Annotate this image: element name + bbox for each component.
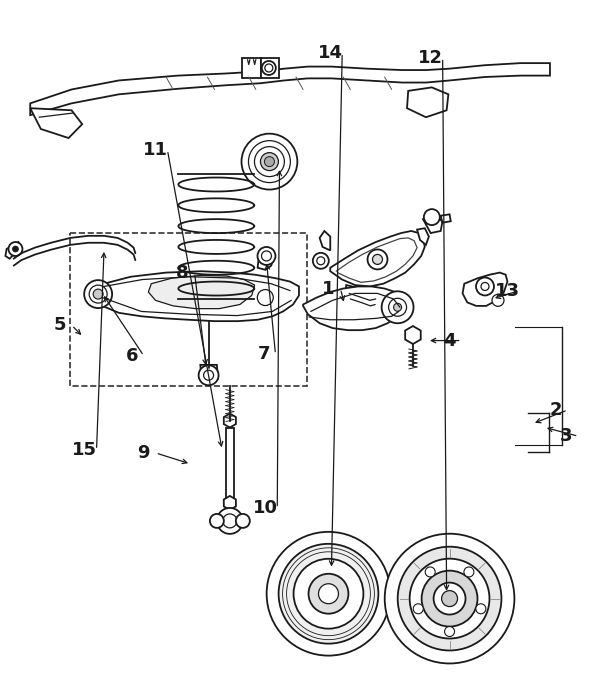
Circle shape [442, 591, 458, 607]
Polygon shape [320, 231, 330, 250]
Circle shape [394, 303, 401, 311]
Circle shape [308, 574, 349, 614]
Circle shape [12, 246, 18, 252]
Circle shape [313, 253, 329, 269]
Circle shape [236, 514, 250, 528]
Text: 4: 4 [443, 332, 456, 350]
FancyBboxPatch shape [70, 233, 307, 386]
Polygon shape [224, 414, 236, 427]
Circle shape [223, 514, 237, 528]
Circle shape [368, 250, 388, 270]
Circle shape [279, 543, 378, 644]
Circle shape [410, 559, 490, 639]
Circle shape [492, 295, 504, 306]
Circle shape [382, 291, 414, 323]
Polygon shape [303, 286, 403, 330]
Circle shape [481, 282, 489, 291]
Circle shape [262, 251, 272, 261]
Polygon shape [242, 58, 260, 79]
Text: 8: 8 [176, 263, 189, 281]
Circle shape [210, 514, 224, 528]
Polygon shape [407, 88, 448, 117]
Polygon shape [423, 215, 442, 233]
Circle shape [424, 209, 440, 225]
Circle shape [265, 64, 273, 72]
Circle shape [255, 147, 284, 177]
Circle shape [385, 534, 514, 664]
Circle shape [425, 567, 435, 577]
Text: 15: 15 [72, 441, 97, 459]
Circle shape [89, 285, 107, 303]
Circle shape [476, 277, 494, 295]
Circle shape [242, 133, 297, 190]
Text: 6: 6 [126, 347, 138, 365]
Circle shape [93, 289, 103, 299]
Circle shape [476, 604, 486, 614]
Polygon shape [330, 231, 424, 286]
Circle shape [133, 253, 139, 259]
Polygon shape [226, 427, 234, 501]
Circle shape [260, 153, 278, 170]
Circle shape [258, 290, 274, 306]
Polygon shape [30, 108, 82, 138]
Text: 3: 3 [560, 427, 572, 445]
Polygon shape [345, 285, 378, 307]
Text: 2: 2 [549, 401, 562, 419]
Circle shape [445, 626, 455, 637]
Polygon shape [258, 249, 274, 270]
Circle shape [265, 156, 275, 167]
Polygon shape [149, 275, 255, 309]
Circle shape [128, 249, 142, 263]
Polygon shape [5, 242, 20, 259]
Polygon shape [462, 272, 507, 306]
Polygon shape [92, 271, 299, 321]
Text: 13: 13 [495, 281, 520, 300]
Circle shape [258, 247, 275, 265]
Circle shape [204, 370, 214, 380]
Circle shape [413, 604, 423, 614]
Polygon shape [224, 496, 236, 510]
Circle shape [388, 298, 407, 316]
Circle shape [266, 532, 390, 655]
Text: 12: 12 [418, 49, 443, 67]
Circle shape [433, 582, 465, 614]
Text: 5: 5 [53, 316, 66, 334]
Circle shape [249, 140, 290, 183]
Polygon shape [417, 228, 429, 245]
Circle shape [464, 567, 474, 577]
Circle shape [372, 254, 382, 264]
Circle shape [262, 61, 276, 75]
Text: 1: 1 [322, 279, 334, 297]
Text: 10: 10 [253, 500, 278, 517]
Circle shape [8, 242, 22, 256]
Text: 11: 11 [143, 141, 168, 159]
Circle shape [317, 257, 325, 265]
Circle shape [422, 571, 478, 626]
Polygon shape [405, 326, 421, 344]
Text: 7: 7 [258, 345, 270, 363]
Circle shape [398, 547, 501, 651]
Polygon shape [200, 365, 218, 379]
Circle shape [318, 584, 339, 604]
Text: 14: 14 [318, 44, 343, 62]
Polygon shape [440, 214, 451, 222]
Circle shape [84, 280, 112, 308]
Polygon shape [30, 63, 550, 115]
Polygon shape [260, 58, 279, 79]
Circle shape [217, 508, 243, 534]
Circle shape [198, 366, 218, 385]
Text: 9: 9 [137, 444, 150, 462]
Circle shape [294, 559, 363, 629]
